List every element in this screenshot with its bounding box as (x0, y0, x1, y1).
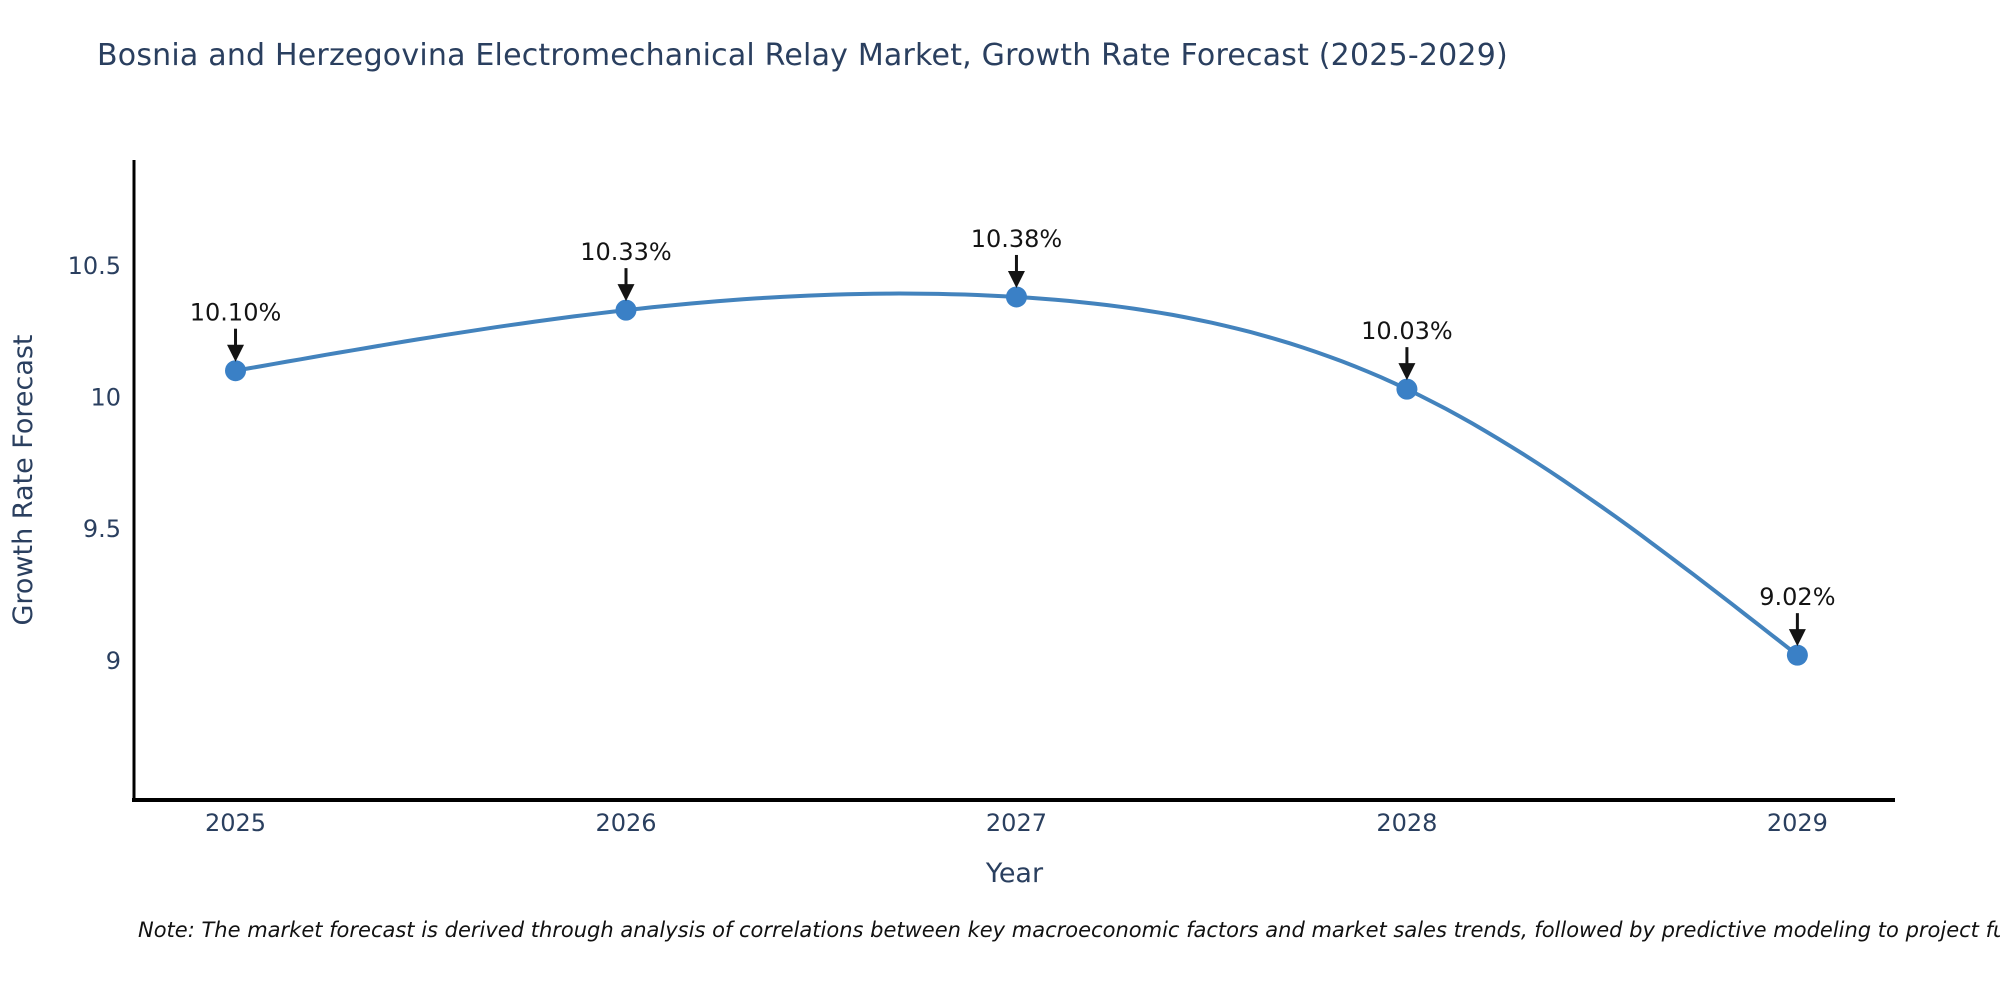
data-point-marker (1005, 286, 1027, 308)
data-point-marker (1396, 378, 1418, 400)
annotation-arrow-head-icon (617, 284, 635, 302)
annotation-arrow-head-icon (1788, 629, 1806, 647)
y-axis-tick-label: 10 (90, 384, 121, 412)
annotation-label: 10.03% (1361, 317, 1453, 345)
annotation-arrow-head-icon (1007, 270, 1025, 288)
x-axis-tick-label: 2026 (595, 809, 656, 837)
x-axis-tick-label: 2025 (205, 809, 266, 837)
annotation-label: 10.10% (190, 299, 282, 327)
data-point-marker (1786, 644, 1808, 666)
y-axis-tick-label: 9 (106, 647, 121, 675)
footnote: Note: The market forecast is derived thr… (138, 918, 2000, 942)
x-axis-title: Year (985, 858, 1044, 889)
annotation-label: 10.38% (971, 225, 1063, 253)
trend-line (233, 291, 1800, 658)
annotation-label: 9.02% (1759, 583, 1835, 611)
chart-title: Bosnia and Herzegovina Electromechanical… (97, 38, 1508, 73)
y-axis-title: Growth Rate Forecast (8, 334, 39, 625)
data-point-marker (615, 299, 637, 321)
x-axis-tick-label: 2029 (1767, 809, 1828, 837)
data-point-marker (225, 360, 247, 382)
x-axis-tick-label: 2027 (986, 809, 1047, 837)
annotation-label: 10.33% (580, 238, 672, 266)
y-axis-tick-label: 10.5 (68, 252, 121, 280)
y-axis-tick-label: 9.5 (83, 515, 121, 543)
annotation-arrow-head-icon (1398, 363, 1416, 381)
x-axis-tick-label: 2028 (1376, 809, 1437, 837)
annotation-arrow-head-icon (227, 344, 245, 362)
